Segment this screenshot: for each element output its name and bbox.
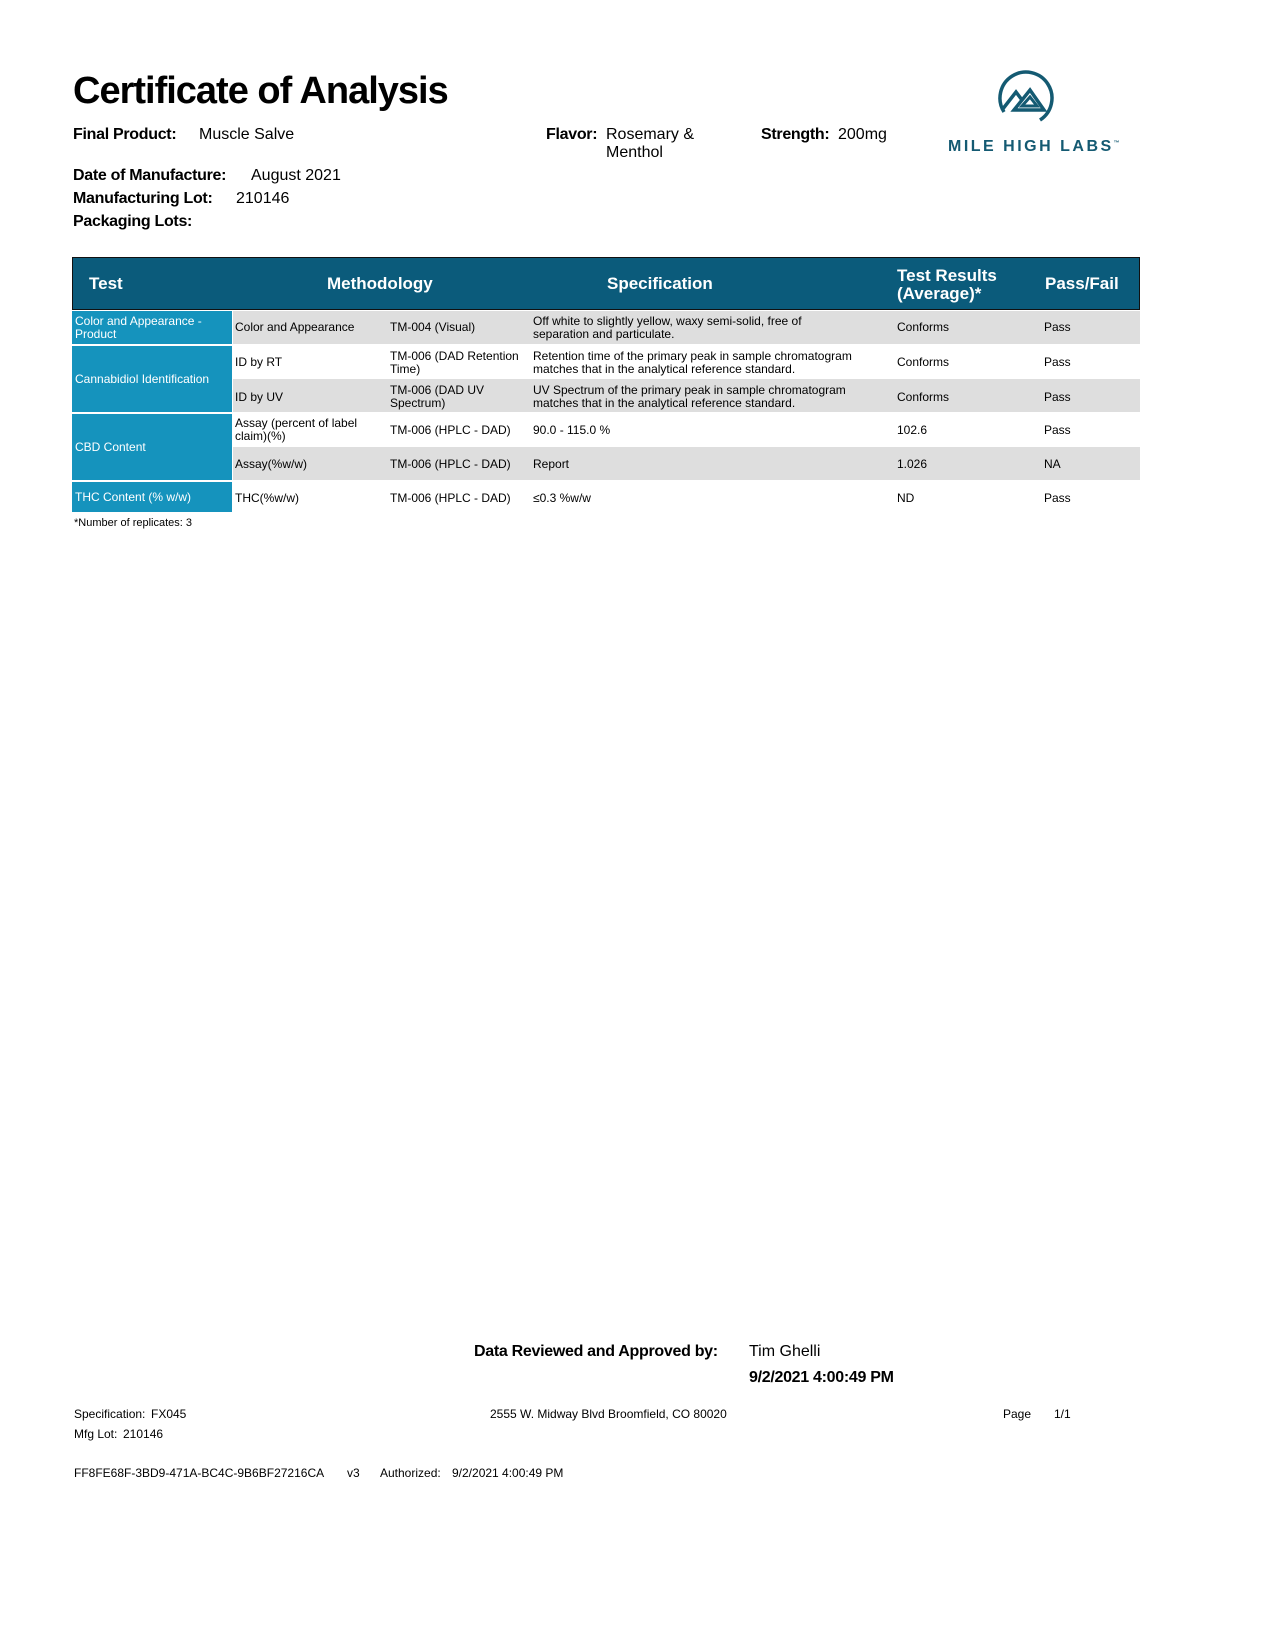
test-group: Cannabidiol Identification [72,346,232,412]
table-row: ID by UV TM-006 (DAD UV Spectrum) UV Spe… [233,379,1140,412]
spec-value: FX045 [151,1407,187,1421]
row-test-name: Assay (percent of label claim)(%) [235,416,358,443]
row-method: TM-004 (Visual) [390,320,476,334]
row-method: TM-006 (HPLC - DAD) [390,491,511,505]
trademark: ™ [1113,140,1123,147]
table-row: Assay (percent of label claim)(%) TM-006… [233,414,1140,447]
row-spec: ≤0.3 %w/w [533,491,591,505]
table-row: THC(%w/w) TM-006 (HPLC - DAD) ≤0.3 %w/w … [233,482,1140,512]
final-product-label: Final Product: [73,126,177,143]
table-header: Test Methodology Specification Test Resu… [72,257,1140,310]
header-methodology: Methodology [327,274,433,293]
header-pass-fail: Pass/Fail [1045,274,1119,293]
mfg-label: Mfg Lot: [74,1427,118,1441]
row-pass: Pass [1044,491,1071,505]
approval-datetime: 9/2/2021 4:00:49 PM [749,1369,894,1386]
row-test-name: ID by RT [235,355,283,369]
header-specification: Specification [607,274,713,293]
row-method: TM-006 (HPLC - DAD) [390,423,511,437]
header-results-1: Test Results [897,266,997,285]
row-pass: Pass [1044,355,1071,369]
test-group: CBD Content [72,414,232,480]
page-number: 1/1 [1054,1407,1071,1421]
row-result: Conforms [897,390,950,404]
row-test-name: Color and Appearance [235,320,355,334]
row-spec: UV Spectrum of the primary peak in sampl… [533,383,846,410]
test-group: THC Content (% w/w) [72,482,232,512]
lot-label: Manufacturing Lot: [73,190,213,207]
page-title: Certificate of Analysis [73,70,449,112]
header-results-2: (Average)* [897,284,982,303]
table-row: Assay(%w/w) TM-006 (HPLC - DAD) Report 1… [233,447,1140,480]
date-label: Date of Manufacture: [73,167,227,184]
strength-label: Strength: [761,126,830,143]
row-test-name: ID by UV [235,390,284,404]
lot-value: 210146 [236,190,290,207]
row-method: TM-006 (DAD Retention Time) [390,349,519,376]
row-result: ND [897,491,915,505]
version: v3 [347,1466,360,1480]
packaging-label: Packaging Lots: [73,213,193,230]
mountain-logo-icon [998,70,1054,122]
document-id: FF8FE68F-3BD9-471A-BC4C-9B6BF27216CA [74,1466,325,1480]
row-pass: Pass [1044,423,1071,437]
row-pass: Pass [1044,390,1071,404]
approval-label: Data Reviewed and Approved by: [474,1343,718,1360]
header-results: Test Results (Average)* [897,267,997,303]
spec-label: Specification: [74,1407,146,1421]
flavor-label: Flavor: [546,126,598,143]
row-spec: Report [533,457,570,471]
row-result: Conforms [897,355,950,369]
row-pass: NA [1044,457,1061,471]
row-test-name: Assay(%w/w) [235,457,308,471]
mile-high-labs-logo: MILE HIGH LABS™ [940,70,1170,165]
test-group: Color and Appearance - Product [72,311,232,344]
footnote: *Number of replicates: 3 [74,517,192,529]
row-result: 102.6 [897,423,928,437]
strength-value: 200mg [838,126,887,143]
authorized-value: 9/2/2021 4:00:49 PM [452,1466,564,1480]
page-label: Page [1003,1407,1032,1421]
approver-name: Tim Ghelli [749,1343,821,1360]
row-pass: Pass [1044,320,1071,334]
row-spec: Retention time of the primary peak in sa… [533,349,852,376]
authorized-label: Authorized: [380,1466,441,1480]
logo-text: MILE HIGH LABS [948,138,1114,155]
table-row: ID by RT TM-006 (DAD Retention Time) Ret… [233,346,1140,379]
row-spec: 90.0 - 115.0 % [533,423,611,437]
header-test: Test [89,274,123,293]
row-result: Conforms [897,320,950,334]
flavor-value-2: Menthol [606,144,663,161]
row-method: TM-006 (HPLC - DAD) [390,457,511,471]
final-product-value: Muscle Salve [199,126,295,143]
date-value: August 2021 [251,167,341,184]
table-row: Color and Appearance TM-004 (Visual) Off… [233,311,1140,344]
mfg-value: 210146 [123,1427,164,1441]
row-result: 1.026 [897,457,928,471]
row-method: TM-006 (DAD UV Spectrum) [390,383,485,410]
address: 2555 W. Midway Blvd Broomfield, CO 80020 [490,1407,727,1421]
flavor-value-1: Rosemary & [606,126,695,143]
row-test-name: THC(%w/w) [235,491,299,505]
row-spec: Off white to slightly yellow, waxy semi-… [533,314,802,341]
